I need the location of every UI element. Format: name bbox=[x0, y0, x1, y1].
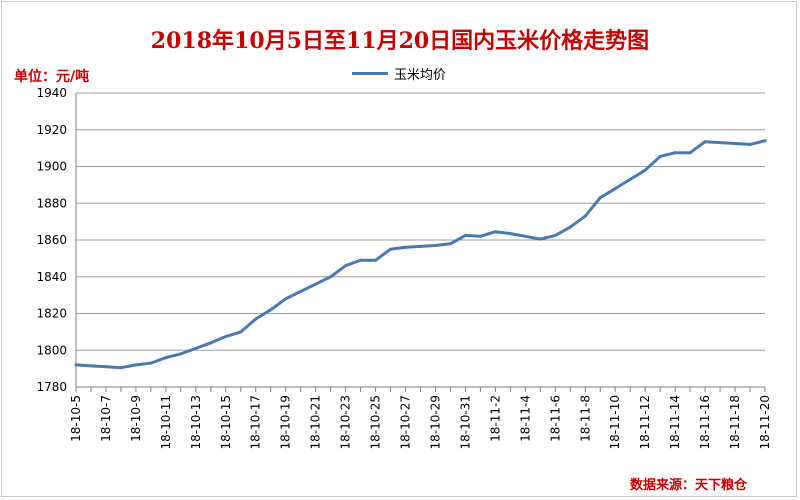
legend-label: 玉米均价 bbox=[394, 67, 447, 83]
data-point bbox=[239, 330, 243, 334]
data-point bbox=[149, 361, 153, 365]
x-tick-label: 18-10-21 bbox=[309, 395, 323, 449]
data-point bbox=[89, 364, 93, 368]
data-point bbox=[703, 140, 707, 144]
data-point bbox=[478, 234, 482, 238]
x-tick-label: 18-10-5 bbox=[69, 395, 83, 442]
y-tick-label: 1940 bbox=[36, 86, 67, 100]
data-point bbox=[748, 142, 752, 146]
series-line bbox=[74, 139, 767, 370]
unit-label: 单位：元/吨 bbox=[14, 69, 90, 85]
data-point bbox=[553, 233, 557, 237]
data-point bbox=[628, 177, 632, 181]
data-point bbox=[314, 282, 318, 286]
data-point bbox=[613, 187, 617, 191]
x-tick-label: 18-10-15 bbox=[219, 395, 233, 449]
x-tick-label: 18-11-12 bbox=[638, 395, 652, 449]
data-point bbox=[74, 363, 78, 367]
legend-swatch bbox=[352, 71, 388, 75]
data-point bbox=[254, 317, 258, 321]
y-tick-label: 1840 bbox=[36, 270, 67, 284]
y-tick-label: 1880 bbox=[36, 196, 67, 210]
source-label: 数据来源：天下粮仓 bbox=[630, 478, 748, 493]
x-tick-label: 18-11-4 bbox=[518, 395, 532, 442]
data-point bbox=[568, 225, 572, 229]
data-point bbox=[389, 247, 393, 251]
y-tick-label: 1900 bbox=[36, 160, 67, 174]
x-tick-label: 18-10-25 bbox=[369, 395, 383, 449]
legend: 玉米均价 bbox=[352, 64, 447, 83]
x-tick-label: 18-11-2 bbox=[488, 395, 502, 442]
data-point bbox=[508, 232, 512, 236]
y-tick-label: 1860 bbox=[36, 233, 67, 247]
x-tick-label: 18-10-9 bbox=[129, 395, 143, 442]
chart-title: 2018年10月5日至11月20日国内玉米价格走势图 bbox=[150, 28, 650, 54]
data-point bbox=[538, 237, 542, 241]
data-point bbox=[119, 366, 123, 370]
data-point bbox=[658, 154, 662, 158]
x-tick-label: 18-11-10 bbox=[608, 395, 622, 449]
data-point bbox=[344, 264, 348, 268]
data-point bbox=[523, 234, 527, 238]
x-tick-label: 18-11-14 bbox=[668, 395, 682, 449]
data-point bbox=[404, 245, 408, 249]
x-tick-label: 18-10-29 bbox=[428, 395, 442, 449]
data-point bbox=[134, 363, 138, 367]
x-tick-label: 18-10-23 bbox=[339, 395, 353, 449]
data-point bbox=[194, 346, 198, 350]
y-tick-label: 1780 bbox=[36, 380, 67, 394]
x-tick-label: 18-11-6 bbox=[548, 395, 562, 442]
x-tick-label: 18-10-19 bbox=[279, 395, 293, 449]
data-point bbox=[329, 275, 333, 279]
data-point bbox=[359, 258, 363, 262]
data-point bbox=[269, 308, 273, 312]
y-tick-label: 1820 bbox=[36, 307, 67, 321]
x-tick-label: 18-10-27 bbox=[399, 395, 413, 449]
x-tick-label: 18-11-20 bbox=[758, 395, 772, 449]
data-point bbox=[763, 139, 767, 143]
x-tick-label: 18-10-31 bbox=[458, 395, 472, 449]
data-point bbox=[463, 233, 467, 237]
data-point bbox=[164, 356, 168, 360]
data-point bbox=[433, 244, 437, 248]
data-point bbox=[224, 334, 228, 338]
data-point bbox=[718, 141, 722, 145]
data-point bbox=[104, 365, 108, 369]
y-tick-label: 1800 bbox=[36, 343, 67, 357]
data-point bbox=[733, 142, 737, 146]
x-tick-label: 18-10-13 bbox=[189, 395, 203, 449]
data-point bbox=[374, 258, 378, 262]
data-point bbox=[284, 297, 288, 301]
x-tick-label: 18-11-8 bbox=[578, 395, 592, 442]
data-point bbox=[673, 151, 677, 155]
x-tick-label: 18-10-7 bbox=[99, 395, 113, 442]
data-point bbox=[643, 168, 647, 172]
y-tick-label: 1920 bbox=[36, 123, 67, 137]
data-point bbox=[209, 341, 213, 345]
data-point bbox=[448, 242, 452, 246]
data-point bbox=[419, 244, 422, 248]
data-point bbox=[583, 214, 587, 218]
x-tick-label: 18-11-18 bbox=[728, 395, 742, 449]
data-point bbox=[299, 289, 303, 293]
data-point bbox=[598, 196, 602, 200]
data-point bbox=[688, 151, 692, 155]
x-tick-label: 18-10-11 bbox=[159, 395, 173, 449]
data-point bbox=[493, 230, 497, 234]
data-point bbox=[179, 352, 183, 356]
x-tick-label: 18-11-16 bbox=[698, 395, 712, 449]
x-tick-label: 18-10-17 bbox=[249, 395, 263, 449]
